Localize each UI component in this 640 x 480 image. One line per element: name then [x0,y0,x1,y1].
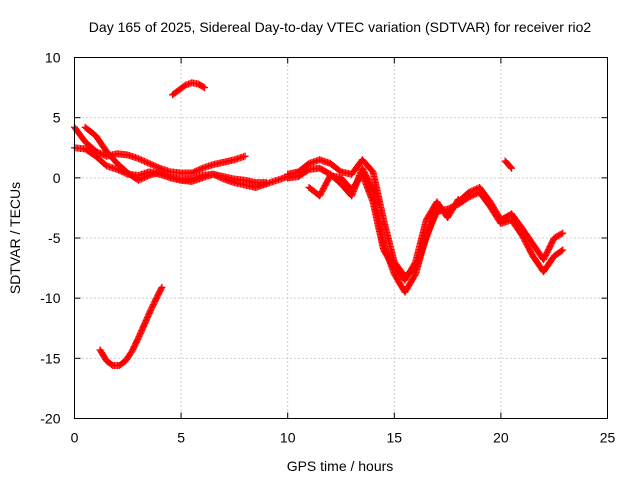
data-point [99,151,107,159]
data-point [95,149,103,157]
x-tick-label: 15 [387,430,403,446]
data-point [157,285,165,293]
data-point [215,173,223,181]
x-tick-label: 20 [493,430,509,446]
data-point [194,166,202,174]
data-point [142,158,150,166]
data-point [142,173,150,181]
data-point [430,215,438,223]
data-point [151,162,159,170]
x-tick-label: 5 [177,430,185,446]
data-point [506,163,514,171]
x-tick-label: 0 [71,430,79,446]
data-point [153,163,161,171]
chart-title: Day 165 of 2025, Sidereal Day-to-day VTE… [89,19,592,35]
data-point [158,283,166,291]
y-tick-label: -15 [40,350,60,366]
data-point [197,165,205,173]
data-point [214,172,222,180]
data-point [428,220,436,228]
data-point [431,212,439,220]
y-tick-label: 0 [53,170,61,186]
x-tick-label: 25 [600,430,616,446]
series-trace-arc-upper [169,79,209,99]
data-point [469,191,477,199]
data-point [136,176,144,184]
data-point [192,167,200,175]
data-point [429,217,437,225]
data-point [141,157,149,165]
data-point [145,159,153,167]
data-point [189,168,197,176]
data-point [144,159,152,167]
data-point [150,161,158,169]
series-trace-midday-c [305,170,462,284]
data-point [160,170,168,178]
data-point [163,171,171,179]
data-point [465,193,473,201]
data-point [96,149,104,157]
data-point [144,172,152,180]
data-point [201,84,209,92]
x-axis-label: GPS time / hours [287,458,394,474]
x-tick-label: 10 [280,430,296,446]
data-point [559,229,567,237]
y-tick-label: -10 [40,290,60,306]
series-trace-arc-early [96,283,166,370]
data-point [218,174,226,182]
data-point [471,190,479,198]
y-tick-label: 5 [53,110,61,126]
data-point [134,155,142,163]
data-point [162,171,170,179]
data-point [147,160,155,168]
plot-area [71,79,567,370]
data-point [165,172,173,180]
plot-frame [74,57,608,419]
data-point [559,246,567,254]
data-point [139,157,147,165]
data-point [138,175,146,183]
data-point [138,156,146,164]
data-point [98,150,106,158]
data-point [199,83,207,91]
data-point [427,221,435,229]
data-point [139,174,147,182]
data-point [211,171,219,179]
series-trace-short-20h [501,157,516,172]
data-point [454,195,462,203]
data-point [508,164,516,172]
y-axis-label: SDTVAR / TECUs [7,182,23,294]
data-point [428,218,436,226]
data-point [557,230,565,238]
data-point [217,174,225,182]
data-point [157,169,165,177]
data-point [141,173,149,181]
data-point [468,192,476,200]
data-point [430,214,438,222]
data-point [148,161,156,169]
data-point [113,165,121,173]
data-point [188,169,196,177]
data-point [466,192,474,200]
y-tick-label: -20 [40,411,60,427]
data-point [209,170,217,178]
y-tick-label: 10 [45,50,61,66]
data-point [195,166,203,174]
data-point [453,197,461,205]
axis-ticks: 0 5 10 15 20 25 -20 -15 -10 -5 0 5 10 [40,50,615,446]
data-point [241,152,249,160]
data-point [191,168,199,176]
data-point [159,169,167,177]
series-trace-third-morning [81,123,292,191]
series-trace-upper-morning [71,123,249,177]
data-point [156,168,164,176]
data-point [558,247,566,255]
y-tick-label: -5 [48,230,61,246]
data-point [136,155,144,163]
data-point [212,172,220,180]
data-point [134,176,142,184]
